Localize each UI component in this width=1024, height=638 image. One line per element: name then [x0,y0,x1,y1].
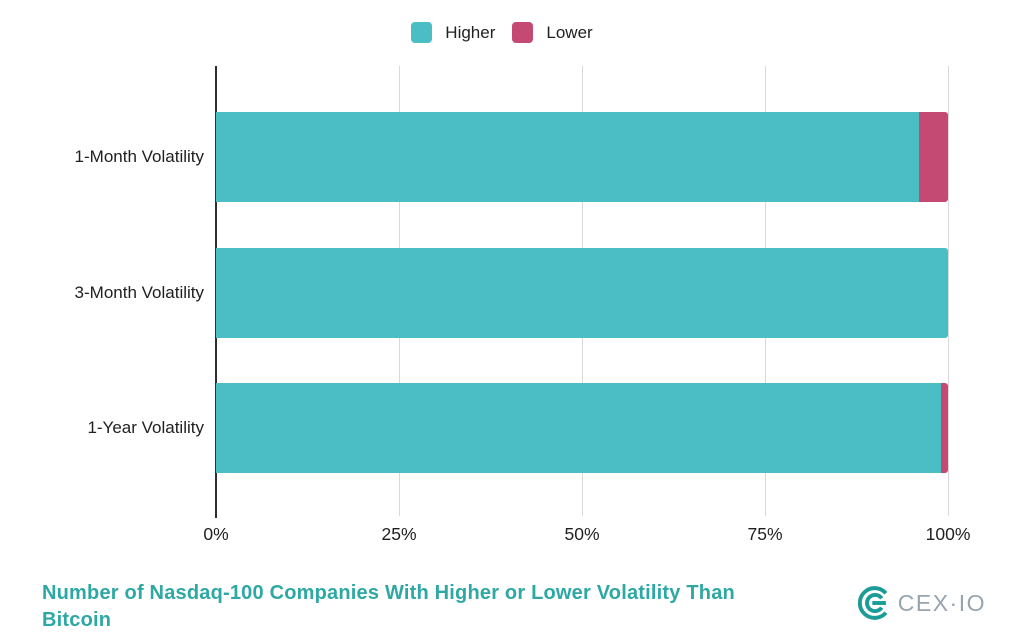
x-tick-label: 75% [747,524,783,544]
bar-segment-higher [216,112,919,202]
bar-segment-lower [940,383,948,473]
chart-title: Number of Nasdaq-100 Companies With High… [42,582,735,631]
bar-row [216,112,948,202]
legend-item-lower: Lower [512,22,593,43]
cex-io-logo-icon [857,586,891,620]
category-label: 1-Month Volatility [74,147,204,166]
x-tick-label: 0% [203,524,229,544]
category-label: 1-Year Volatility [87,418,204,437]
x-tick-label: 100% [925,524,971,544]
legend-swatch-lower [512,22,534,43]
brand-text: CEX·IO [897,590,986,616]
bar-segment-higher [216,383,941,473]
gridline-100% [948,66,949,516]
bar-segment-higher [216,247,948,338]
x-axis-labels: 0% 25% 50% 75% 100% [203,524,970,548]
legend-label-higher: Higher [445,22,496,42]
legend: Higher Lower [0,22,1004,43]
legend-label-lower: Lower [546,22,593,42]
bar-row [216,247,948,338]
brand-logo: CEX·IO [857,586,986,620]
bar-row [216,383,948,473]
x-tick-label: 25% [381,524,417,544]
plot-area [215,66,949,518]
bar-segment-lower [918,112,948,202]
legend-item-higher: Higher [411,22,495,43]
x-tick-label: 50% [564,524,600,544]
category-label: 3-Month Volatility [74,282,204,302]
legend-swatch-higher [411,22,433,43]
